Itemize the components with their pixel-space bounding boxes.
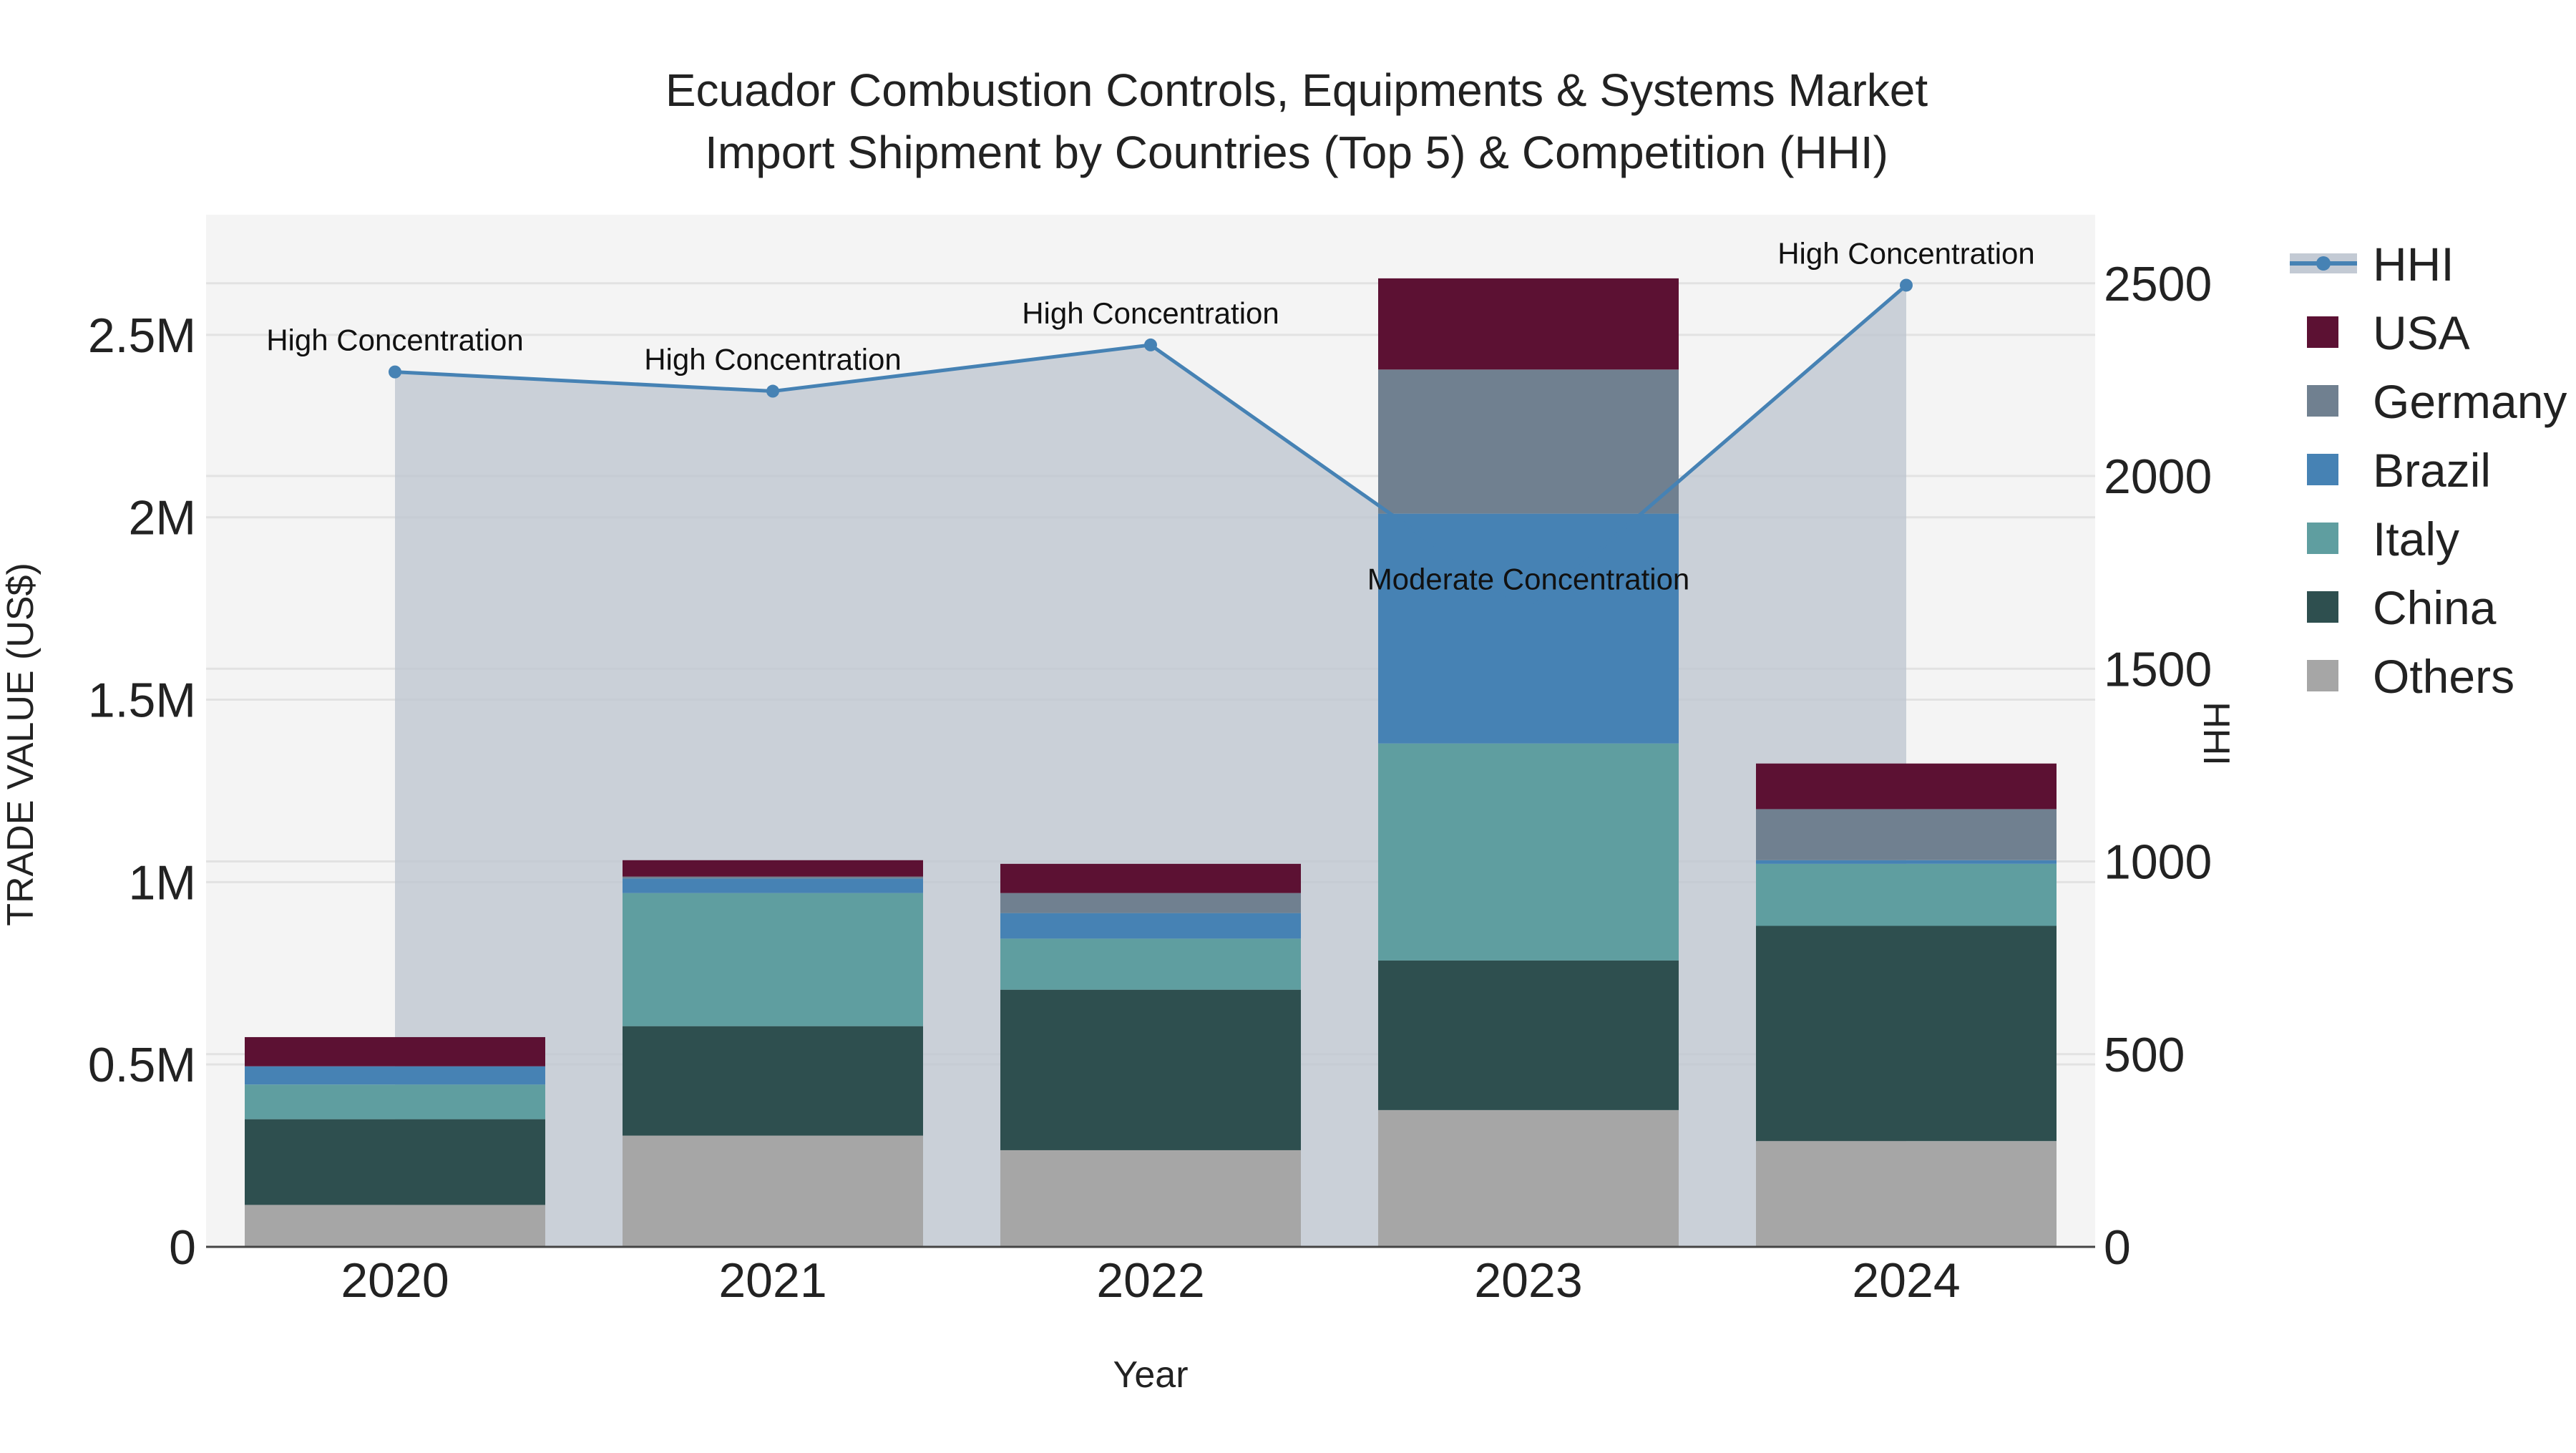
y2-tick-label: 1500	[2104, 642, 2212, 696]
y-tick-label: 1M	[129, 855, 196, 910]
bar-others-2023[interactable]	[1378, 1109, 1679, 1247]
legend-label: China	[2373, 581, 2497, 634]
y2-tick-label: 2500	[2104, 257, 2212, 311]
bar-italy-2023[interactable]	[1378, 743, 1679, 961]
bar-china-2022[interactable]	[1000, 989, 1301, 1150]
bar-brazil-2024[interactable]	[1756, 860, 2057, 864]
x-tick-label: 2024	[1852, 1253, 1960, 1308]
hhi-point-2021[interactable]	[766, 384, 779, 398]
hhi-point-2024[interactable]	[1900, 278, 1913, 292]
bar-others-2020[interactable]	[245, 1205, 545, 1247]
bar-usa-2023[interactable]	[1378, 278, 1679, 370]
y-tick-label: 0.5M	[88, 1038, 196, 1092]
x-axis-ticks: 2020 2021 2022 2023 2024	[341, 1253, 1960, 1308]
chart-title: Ecuador Combustion Controls, Equipments …	[665, 64, 1928, 116]
bar-brazil-2020[interactable]	[245, 1066, 545, 1085]
legend[interactable]: HHI USA Germany Brazil Italy China Others	[2290, 238, 2567, 703]
y-tick-label: 0	[169, 1220, 196, 1275]
y-axis-ticks: 0 0.5M 1M 1.5M 2M 2.5M	[88, 308, 196, 1275]
y-tick-label: 1.5M	[88, 674, 196, 728]
legend-swatch-italy	[2307, 523, 2338, 554]
bar-brazil-2021[interactable]	[623, 878, 923, 893]
hhi-line-layer	[389, 278, 1913, 618]
legend-label: Italy	[2373, 512, 2459, 565]
bar-usa-2021[interactable]	[623, 860, 923, 877]
legend-label: USA	[2373, 306, 2470, 359]
bar-usa-2020[interactable]	[245, 1036, 545, 1066]
bar-china-2021[interactable]	[623, 1026, 923, 1136]
y2-axis-title: HHI	[2195, 701, 2237, 766]
bar-china-2024[interactable]	[1756, 925, 2057, 1142]
y-axis-title: TRADE VALUE (US$)	[0, 563, 42, 926]
x-axis-title: Year	[1113, 1354, 1188, 1396]
hhi-point-2020[interactable]	[389, 365, 401, 379]
legend-swatch-hhi-marker	[2316, 256, 2331, 271]
bar-brazil-2023[interactable]	[1378, 513, 1679, 744]
annotations-layer: High Concentration High Concentration High…	[266, 236, 2035, 596]
hhi-annotation: High Concentration	[644, 343, 902, 376]
bar-germany-2022[interactable]	[1000, 893, 1301, 913]
legend-label: Brazil	[2373, 444, 2491, 497]
hhi-point-2023[interactable]	[1522, 604, 1535, 618]
bar-italy-2020[interactable]	[245, 1084, 545, 1119]
hhi-point-2022[interactable]	[1144, 338, 1157, 351]
bar-germany-2024[interactable]	[1756, 809, 2057, 860]
bar-italy-2024[interactable]	[1756, 863, 2057, 926]
bar-others-2021[interactable]	[623, 1135, 923, 1247]
bar-china-2020[interactable]	[245, 1119, 545, 1205]
hhi-annotation: High Concentration	[266, 324, 524, 357]
bar-italy-2021[interactable]	[623, 893, 923, 1026]
legend-swatch-brazil	[2307, 454, 2338, 485]
y-tick-label: 2.5M	[88, 308, 196, 363]
legend-item-brazil[interactable]: Brazil	[2307, 444, 2491, 497]
y2-tick-label: 500	[2104, 1028, 2185, 1082]
legend-item-italy[interactable]: Italy	[2307, 512, 2459, 565]
legend-item-usa[interactable]: USA	[2307, 306, 2470, 359]
legend-swatch-usa	[2307, 316, 2338, 348]
chart-subtitle: Import Shipment by Countries (Top 5) & C…	[705, 127, 1888, 178]
y2-tick-label: 2000	[2104, 449, 2212, 504]
bar-others-2024[interactable]	[1756, 1141, 2057, 1247]
legend-swatch-germany	[2307, 385, 2338, 417]
legend-label: Others	[2373, 650, 2514, 703]
legend-item-others[interactable]: Others	[2307, 650, 2514, 703]
hhi-annotation: High Concentration	[1777, 236, 2035, 270]
y-tick-label: 2M	[129, 491, 196, 545]
bar-usa-2024[interactable]	[1756, 763, 2057, 810]
bar-others-2022[interactable]	[1000, 1150, 1301, 1247]
x-tick-label: 2023	[1474, 1253, 1582, 1308]
bar-germany-2021[interactable]	[623, 876, 923, 879]
legend-item-hhi[interactable]: HHI	[2290, 238, 2454, 291]
legend-item-germany[interactable]: Germany	[2307, 375, 2567, 428]
legend-label: Germany	[2373, 375, 2567, 428]
bars-layer	[245, 278, 2057, 1247]
hhi-annotation: High Concentration	[1022, 296, 1279, 330]
y2-axis-ticks: 0 500 1000 1500 2000 2500	[2104, 257, 2212, 1275]
legend-item-china[interactable]: China	[2307, 581, 2497, 634]
legend-swatch-china	[2307, 591, 2338, 623]
bar-brazil-2022[interactable]	[1000, 913, 1301, 939]
bar-china-2023[interactable]	[1378, 960, 1679, 1110]
legend-swatch-others	[2307, 660, 2338, 691]
bar-usa-2022[interactable]	[1000, 863, 1301, 893]
y2-tick-label: 1000	[2104, 835, 2212, 890]
x-tick-label: 2021	[718, 1253, 826, 1308]
bar-germany-2023[interactable]	[1378, 369, 1679, 514]
legend-label: HHI	[2373, 238, 2454, 291]
x-tick-label: 2020	[341, 1253, 449, 1308]
y2-tick-label: 0	[2104, 1220, 2131, 1275]
x-tick-label: 2022	[1096, 1253, 1204, 1308]
bar-italy-2022[interactable]	[1000, 938, 1301, 990]
hhi-annotation: Moderate Concentration	[1367, 562, 1690, 596]
